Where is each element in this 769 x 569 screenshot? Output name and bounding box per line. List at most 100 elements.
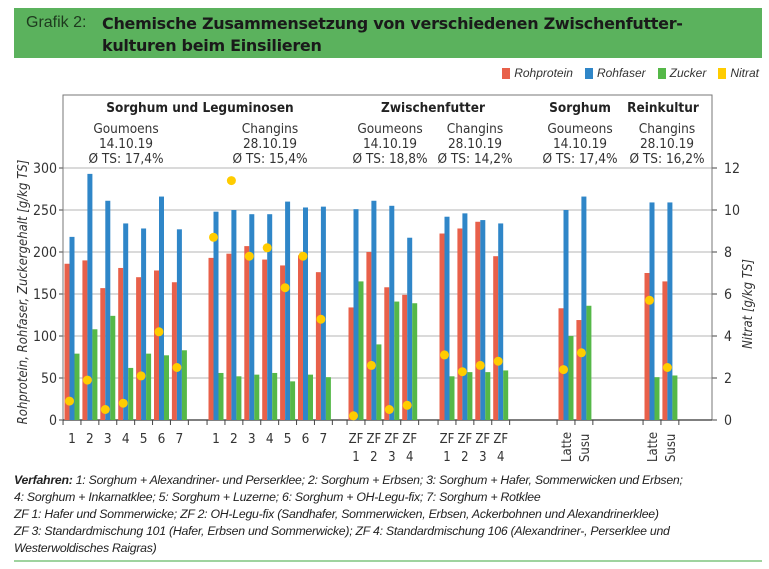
x-tick-label: ZF	[367, 432, 382, 447]
point-nitrat	[100, 405, 110, 414]
group-site: Goumeons	[547, 121, 612, 137]
bar-zucker	[394, 301, 400, 420]
x-tick-label: 4	[122, 431, 130, 447]
point-nitrat	[209, 232, 218, 242]
group-header: Sorghum und Leguminosen	[106, 100, 293, 116]
y2-tick-label: 12	[724, 161, 740, 177]
x-tick-label: 3	[248, 431, 256, 447]
bar-rohprotein	[208, 257, 214, 420]
legend-swatch-rohprotein	[502, 67, 511, 79]
x-tick-label: 7	[176, 431, 184, 447]
x-tick-label: Susu	[578, 434, 593, 462]
bar-rohfaser	[123, 223, 129, 420]
y-axis-label: Rohprotein, Rohfaser, Zuckergehalt [g/kg…	[16, 160, 31, 425]
bar-rohfaser	[176, 229, 182, 420]
bar-rohfaser	[480, 220, 486, 420]
x-tick-label: ZF	[349, 432, 364, 447]
bar-zucker	[586, 305, 592, 420]
x-tick-label: 1	[68, 431, 76, 447]
y2-tick-label: 6	[724, 287, 732, 303]
point-nitrat	[65, 396, 74, 406]
bar-rohfaser	[581, 196, 587, 420]
x-tick-label: ZF	[458, 432, 473, 447]
x-tick-label: Susu	[664, 434, 679, 462]
point-nitrat	[576, 348, 586, 358]
point-nitrat	[662, 363, 672, 372]
point-nitrat	[457, 367, 467, 377]
legend: Rohprotein Rohfaser Zucker Nitrat	[502, 66, 759, 80]
point-nitrat	[559, 365, 568, 375]
title-bar: Grafik 2: Chemische Zusammensetzung von …	[14, 8, 762, 58]
legend-rohfaser: Rohfaser	[584, 66, 646, 80]
bar-rohfaser	[159, 196, 164, 420]
group-ts: Ø TS: 17,4%	[88, 151, 163, 167]
bar-rohprotein	[457, 228, 463, 420]
bar-rohfaser	[462, 213, 468, 420]
group-header: Reinkultur	[627, 100, 699, 116]
bar-rohprotein	[82, 260, 88, 420]
bar-zucker	[92, 329, 98, 420]
bar-rohprotein	[280, 265, 286, 420]
x-tick-label: 4	[497, 450, 504, 465]
point-nitrat	[136, 371, 146, 381]
bar-zucker	[236, 376, 242, 420]
y-tick-label: 300	[33, 161, 57, 177]
point-nitrat	[440, 350, 449, 360]
y2-axis-label: Nitrat [g/kg TS]	[741, 259, 756, 349]
bar-rohprotein	[244, 246, 250, 420]
chart-title: Chemische Zusammensetzung von verschiede…	[102, 13, 702, 57]
bar-zucker	[654, 377, 660, 420]
group-ts: Ø TS: 14,2%	[437, 151, 512, 167]
group-date: 28.10.19	[243, 136, 297, 152]
bar-rohfaser	[285, 201, 291, 420]
x-tick-label: 5	[284, 431, 292, 447]
bar-rohprotein	[384, 287, 390, 420]
point-nitrat	[298, 251, 308, 261]
x-tick-label: ZF	[475, 432, 490, 447]
bar-rohprotein	[315, 272, 321, 420]
x-tick-label: 7	[320, 431, 328, 447]
bar-rohfaser	[87, 173, 93, 420]
bar-zucker	[672, 375, 678, 420]
x-tick-label: Latte	[560, 432, 575, 462]
point-nitrat	[82, 375, 92, 385]
legend-swatch-zucker	[657, 67, 666, 79]
bar-rohprotein	[64, 263, 70, 420]
bar-zucker	[128, 367, 134, 420]
bar-zucker	[568, 336, 574, 420]
figure-label: Grafik 2:	[26, 14, 87, 31]
bottom-rule	[14, 560, 762, 562]
point-nitrat	[493, 356, 503, 366]
bar-rohfaser	[213, 211, 219, 420]
y-tick-label: 150	[33, 287, 57, 303]
point-nitrat	[280, 283, 290, 293]
bar-rohfaser	[498, 223, 504, 420]
group-date: 28.10.19	[640, 136, 694, 152]
x-tick-label: 1	[352, 450, 359, 465]
group-ts: Ø TS: 15,4%	[232, 151, 307, 167]
bar-rohfaser	[667, 202, 673, 420]
point-nitrat	[316, 314, 326, 324]
x-tick-label: 2	[461, 450, 468, 465]
bar-rohfaser	[141, 228, 147, 420]
legend-swatch-nitrat	[718, 67, 727, 79]
group-date: 14.10.19	[99, 136, 153, 152]
x-tick-label: ZF	[384, 432, 399, 447]
chart-title-line2: kulturen beim Einsilieren	[102, 36, 322, 55]
bar-rohfaser	[371, 200, 377, 420]
y-tick-label: 50	[41, 371, 57, 387]
x-tick-label: 1	[443, 450, 450, 465]
group-site: Goumoens	[93, 121, 158, 137]
bar-rohprotein	[136, 277, 142, 420]
chart-title-line1: Chemische Zusammensetzung von verschiede…	[102, 14, 683, 33]
bar-zucker	[254, 374, 260, 420]
bar-rohfaser	[389, 205, 395, 420]
bar-rohprotein	[262, 259, 268, 420]
y-tick-label: 200	[33, 245, 57, 261]
bar-rohprotein	[154, 270, 159, 420]
legend-zucker: Zucker	[657, 66, 706, 80]
bar-rohprotein	[644, 273, 650, 420]
point-nitrat	[154, 327, 164, 337]
y-tick-label: 100	[33, 329, 57, 345]
bar-rohprotein	[366, 252, 372, 420]
